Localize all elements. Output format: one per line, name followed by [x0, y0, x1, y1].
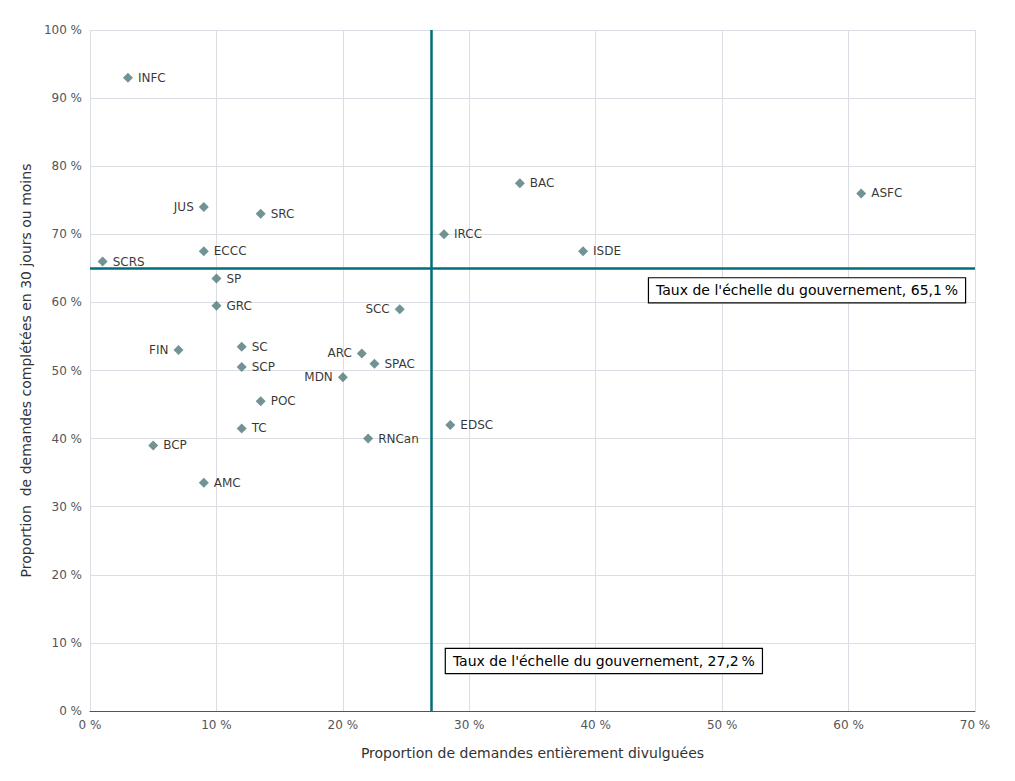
svg-text:POC: POC — [271, 394, 296, 408]
svg-text:20 %: 20 % — [328, 718, 359, 732]
svg-text:50 %: 50 % — [52, 364, 83, 378]
svg-text:70 %: 70 % — [52, 227, 83, 241]
svg-text:ASFC: ASFC — [871, 186, 902, 200]
svg-text:FIN: FIN — [149, 343, 168, 357]
svg-text:SRC: SRC — [271, 207, 295, 221]
svg-text:100 %: 100 % — [44, 23, 82, 37]
svg-text:SCRS: SCRS — [113, 255, 145, 269]
svg-text:30 %: 30 % — [454, 718, 485, 732]
svg-text:SCC: SCC — [365, 302, 389, 316]
svg-text:MDN: MDN — [304, 370, 333, 384]
svg-text:AMC: AMC — [214, 476, 241, 490]
svg-text:30 %: 30 % — [52, 500, 83, 514]
svg-text:10 %: 10 % — [201, 718, 232, 732]
svg-text:EDSC: EDSC — [460, 418, 493, 432]
svg-text:BAC: BAC — [530, 176, 555, 190]
svg-text:ECCC: ECCC — [214, 244, 247, 258]
svg-text:GRC: GRC — [226, 299, 251, 313]
svg-text:Proportion de demandes complé: Proportion de demandes complétées en 30 … — [18, 164, 34, 578]
svg-text:INFC: INFC — [138, 71, 166, 85]
svg-text:SP: SP — [226, 272, 241, 286]
svg-text:90 %: 90 % — [52, 91, 83, 105]
svg-text:RNCan: RNCan — [378, 432, 419, 446]
svg-text:70 %: 70 % — [960, 718, 991, 732]
svg-text:0 %: 0 % — [59, 704, 82, 718]
svg-text:JUS: JUS — [173, 200, 194, 214]
svg-text:SC: SC — [252, 340, 268, 354]
svg-text:0 %: 0 % — [79, 718, 102, 732]
svg-text:80 %: 80 % — [52, 159, 83, 173]
svg-text:BCP: BCP — [163, 438, 187, 452]
svg-text:40 %: 40 % — [580, 718, 611, 732]
svg-text:SPAC: SPAC — [384, 357, 414, 371]
svg-text:Taux de l'échelle du gouvernem: Taux de l'échelle du gouvernement, 65,1 … — [655, 282, 958, 298]
svg-text:Proportion de demandes entière: Proportion de demandes entièrement divul… — [361, 745, 704, 761]
svg-text:60 %: 60 % — [52, 295, 83, 309]
svg-text:50 %: 50 % — [707, 718, 738, 732]
svg-text:60 %: 60 % — [833, 718, 864, 732]
svg-text:20 %: 20 % — [52, 568, 83, 582]
svg-text:ISDE: ISDE — [593, 244, 621, 258]
svg-text:ARC: ARC — [327, 346, 351, 360]
svg-text:SCP: SCP — [252, 360, 275, 374]
svg-text:Taux de l'échelle du gouvernem: Taux de l'échelle du gouvernement, 27,2 … — [452, 653, 755, 669]
svg-text:TC: TC — [251, 421, 267, 435]
svg-text:40 %: 40 % — [52, 432, 83, 446]
svg-text:10 %: 10 % — [52, 636, 83, 650]
svg-text:IRCC: IRCC — [454, 227, 482, 241]
